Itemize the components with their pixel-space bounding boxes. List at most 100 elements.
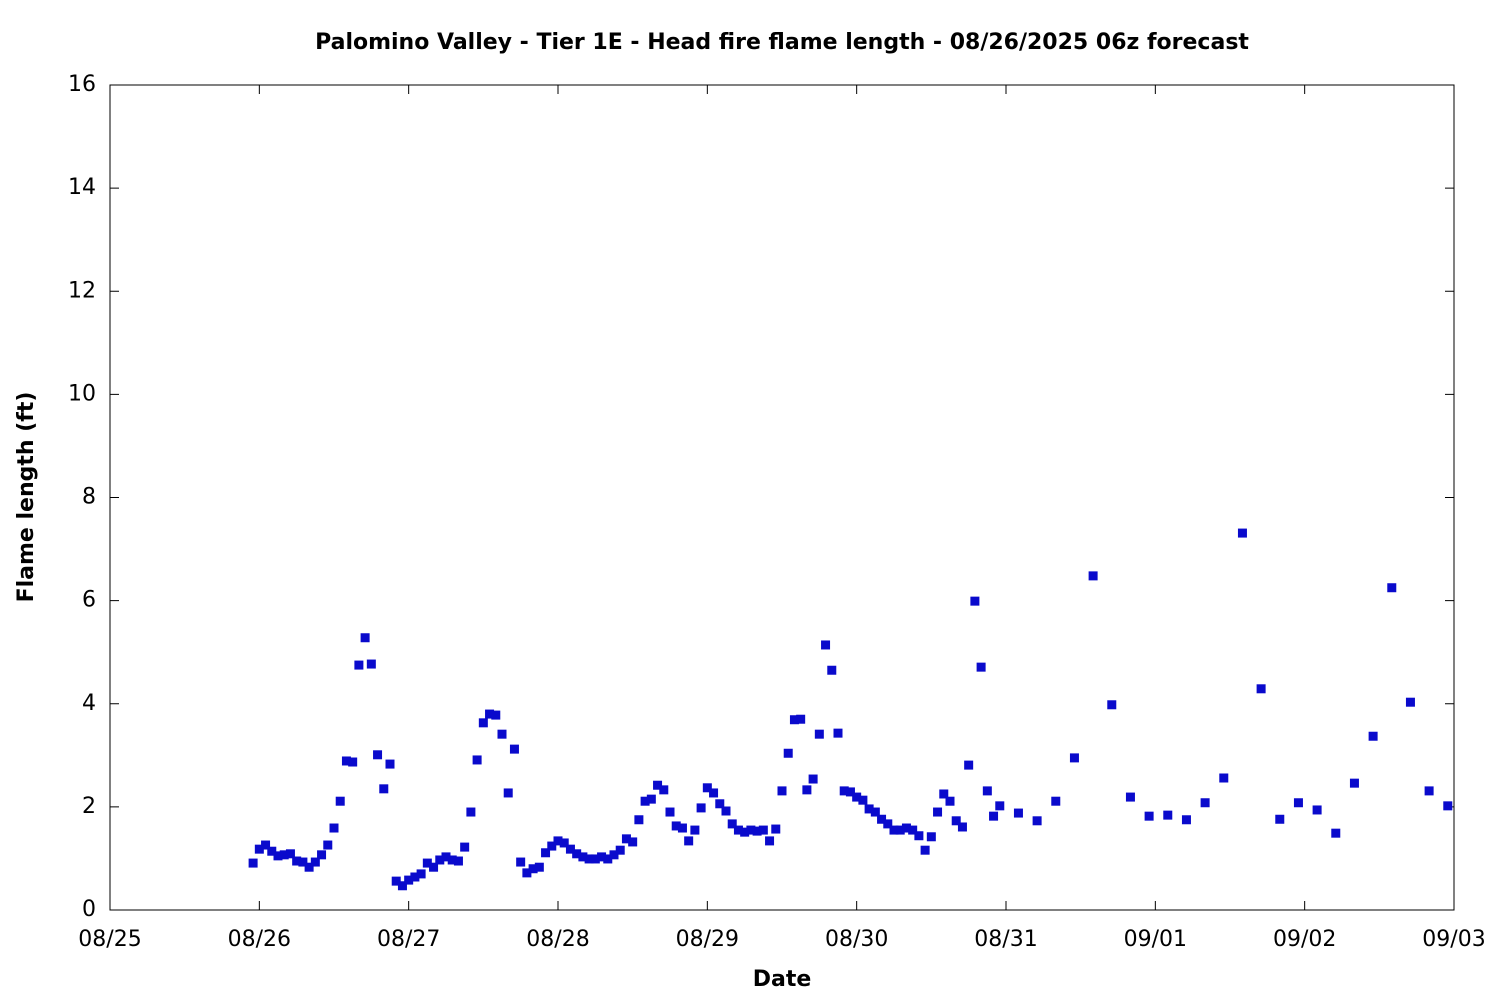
point [1312, 805, 1322, 815]
point [827, 665, 837, 675]
point [877, 814, 887, 824]
point [1349, 778, 1359, 788]
point [429, 862, 439, 872]
point [541, 848, 551, 858]
chart-title: Palomino Valley - Tier 1E - Head fire fl… [315, 30, 1249, 55]
point [957, 822, 967, 832]
point [864, 804, 874, 814]
point [503, 788, 513, 798]
point [1200, 798, 1210, 808]
point [640, 796, 650, 806]
point [335, 796, 345, 806]
point [870, 807, 880, 817]
point [677, 823, 687, 833]
point [796, 714, 806, 724]
y-tick-label: 6 [82, 588, 96, 613]
point [373, 750, 383, 760]
point [628, 837, 638, 847]
point [926, 832, 936, 842]
point [1424, 786, 1434, 796]
point [765, 836, 775, 846]
point [945, 796, 955, 806]
point [989, 811, 999, 821]
point [292, 856, 302, 866]
point [621, 834, 631, 844]
point [789, 715, 799, 725]
point [702, 783, 712, 793]
point [341, 756, 351, 766]
point [453, 856, 463, 866]
point [329, 823, 339, 833]
point [1219, 773, 1229, 783]
point [671, 821, 681, 831]
point [883, 819, 893, 829]
point [404, 875, 414, 885]
point [597, 852, 607, 862]
point [802, 785, 812, 795]
point [391, 876, 401, 886]
point [1107, 700, 1117, 710]
point [553, 836, 563, 846]
point [603, 854, 613, 864]
point [528, 864, 538, 874]
x-tick-label: 08/25 [78, 927, 141, 952]
point [1275, 814, 1285, 824]
point [416, 869, 426, 879]
point [478, 718, 488, 728]
point [939, 789, 949, 799]
point [752, 826, 762, 836]
x-tick-label: 09/01 [1124, 927, 1187, 952]
point [653, 780, 663, 790]
point [584, 854, 594, 864]
y-tick-label: 14 [68, 175, 96, 200]
point [590, 854, 600, 864]
point [472, 755, 482, 765]
point [740, 827, 750, 837]
point [814, 729, 824, 739]
point [1181, 815, 1191, 825]
plot-frame [109, 84, 1455, 911]
point [684, 836, 694, 846]
point [522, 868, 532, 878]
point [491, 710, 501, 720]
point [852, 792, 862, 802]
point [1013, 808, 1023, 818]
point [466, 807, 476, 817]
point [964, 760, 974, 770]
point [908, 825, 918, 835]
point [410, 872, 420, 882]
y-tick-label: 2 [82, 794, 96, 819]
point [933, 807, 943, 817]
point [733, 825, 743, 835]
point [366, 659, 376, 669]
point [1069, 753, 1079, 763]
point [659, 785, 669, 795]
point [348, 757, 358, 767]
point [1331, 828, 1341, 838]
x-tick-label: 08/26 [228, 927, 291, 952]
point [746, 825, 756, 835]
point [615, 845, 625, 855]
point [920, 845, 930, 855]
point [248, 858, 258, 868]
point [845, 787, 855, 797]
x-tick-label: 08/30 [825, 927, 888, 952]
point [279, 850, 289, 860]
point [721, 806, 731, 816]
point [1088, 571, 1098, 581]
point [1387, 583, 1397, 593]
y-tick-label: 4 [82, 691, 96, 716]
point [951, 816, 961, 826]
point [696, 803, 706, 813]
point [534, 862, 544, 872]
point [634, 815, 644, 825]
point [354, 660, 364, 670]
point [565, 844, 575, 854]
point [777, 786, 787, 796]
point [447, 855, 457, 865]
point [310, 857, 320, 867]
point [1237, 528, 1247, 538]
x-axis-label: Date [753, 967, 812, 992]
y-tick-label: 0 [82, 897, 96, 922]
